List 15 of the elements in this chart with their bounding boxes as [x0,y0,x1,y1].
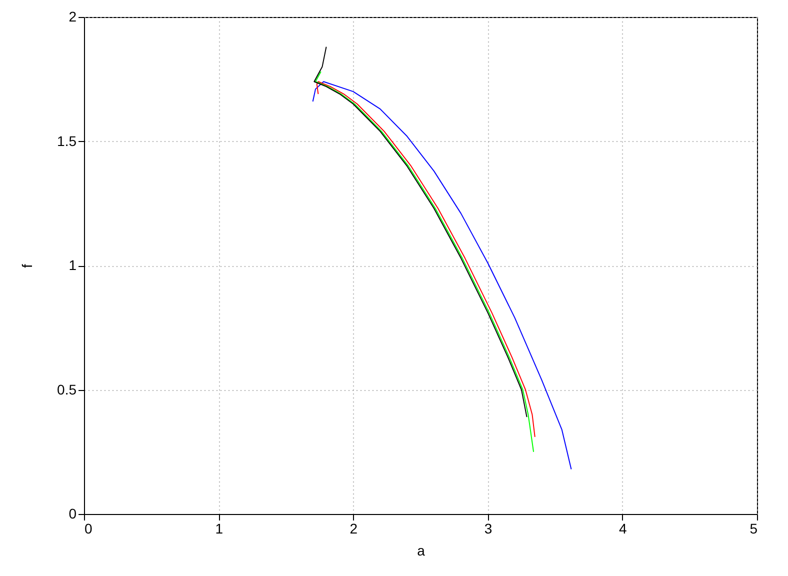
line-series [314,46,528,418]
y-tick-label: 0.5 [57,381,77,398]
y-axis-title: f [19,264,36,268]
x-tick-label: 2 [350,520,358,536]
x-axis-title: a [417,542,426,558]
x-tick-label: 4 [619,520,627,536]
y-tick-label: 2 [68,8,77,24]
y-tick-label: 0 [68,506,77,522]
y-tick-label: 1 [68,257,77,273]
x-tick-label: 5 [750,520,758,536]
x-tick-label: 3 [484,520,492,536]
y-tick-label: 1.5 [57,132,77,149]
x-tick-label: 1 [215,520,224,536]
line-series [312,81,572,470]
x-tick-label: 0 [84,520,92,536]
